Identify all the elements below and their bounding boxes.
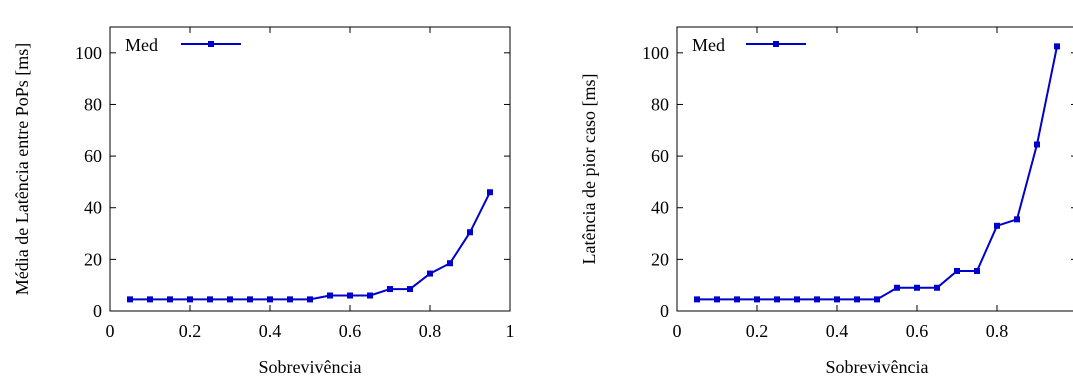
- x-tick-label: 0.4: [826, 321, 849, 341]
- series-layer: [694, 43, 1060, 303]
- data-point: [874, 296, 880, 303]
- data-point: [487, 189, 493, 196]
- data-point: [147, 296, 153, 303]
- x-tick-label: 0: [106, 321, 115, 341]
- data-point: [734, 296, 740, 303]
- y-tick-label: 100: [642, 43, 669, 63]
- y-axis-label: Latência de pior caso [ms]: [579, 74, 599, 265]
- data-point: [207, 296, 213, 303]
- y-tick-label: 20: [84, 249, 102, 269]
- data-point: [694, 296, 700, 303]
- y-tick-label: 0: [93, 301, 102, 321]
- series-layer: [127, 189, 493, 303]
- data-point: [954, 267, 960, 274]
- data-point: [1054, 43, 1060, 50]
- data-point: [774, 296, 780, 303]
- plot-frame: [109, 26, 511, 312]
- data-point: [834, 296, 840, 303]
- data-point: [267, 296, 273, 303]
- data-point: [1034, 141, 1040, 148]
- legend-label-med: Med: [692, 35, 725, 55]
- legend-marker-med: [773, 41, 779, 47]
- data-point: [127, 296, 133, 303]
- x-tick-label: 0.8: [419, 321, 442, 341]
- data-point: [994, 222, 1000, 229]
- data-point: [287, 296, 293, 303]
- y-axis-label: Média de Latência entre PoPs [ms]: [12, 43, 32, 295]
- y-tick-label: 20: [651, 249, 669, 269]
- legend-marker-med: [208, 41, 214, 47]
- data-point: [914, 284, 920, 291]
- x-tick-label: 0.4: [259, 321, 282, 341]
- data-point: [387, 286, 393, 293]
- x-tick-label: 0.6: [906, 321, 929, 341]
- data-point: [854, 296, 860, 303]
- y-tick-label: 40: [651, 198, 669, 218]
- data-point: [187, 296, 193, 303]
- data-point: [794, 296, 800, 303]
- y-tick-label: 60: [651, 146, 669, 166]
- data-point: [754, 296, 760, 303]
- x-axis-label: Sobrevivência: [259, 357, 362, 377]
- data-point: [167, 296, 173, 303]
- data-point: [427, 270, 433, 277]
- data-point: [367, 292, 373, 299]
- y-tick-label: 0: [660, 301, 669, 321]
- y-tick-label: 60: [84, 146, 102, 166]
- data-point: [714, 296, 720, 303]
- series-line-med: [130, 191, 491, 301]
- data-point: [247, 296, 253, 303]
- legend-label-med: Med: [125, 35, 158, 55]
- data-point: [327, 292, 333, 299]
- y-tick-label: 80: [651, 94, 669, 114]
- data-point: [467, 229, 473, 236]
- x-tick-label: 0.8: [986, 321, 1009, 341]
- data-point: [407, 286, 413, 293]
- data-point: [894, 284, 900, 291]
- series-line-med: [697, 46, 1058, 301]
- y-tick-label: 100: [75, 43, 102, 63]
- legend: Med: [125, 35, 241, 55]
- x-tick-label: 0.6: [339, 321, 362, 341]
- x-tick-label: 1: [506, 321, 515, 341]
- legend: Med: [692, 35, 806, 55]
- x-axis-ticks: 0 0.2 0.4 0.6 0.8 1: [106, 27, 515, 341]
- x-axis-label: Sobrevivência: [826, 357, 929, 377]
- data-point: [934, 284, 940, 291]
- plot-frame: [676, 26, 1073, 312]
- y-axis-ticks: 0 20 40 60 80 100: [642, 43, 1073, 321]
- data-point: [307, 296, 313, 303]
- y-axis-ticks: 0 20 40 60 80 100: [75, 43, 510, 321]
- data-point: [227, 296, 233, 303]
- x-tick-label: 0.2: [746, 321, 769, 341]
- chart-left: 0 0.2 0.4 0.6 0.8 1 0 20 40 60 80 100 Sobrevivênci…: [12, 26, 515, 377]
- x-tick-label: 0.2: [179, 321, 202, 341]
- y-tick-label: 80: [84, 94, 102, 114]
- data-point: [447, 260, 453, 267]
- x-tick-label: 0: [673, 321, 682, 341]
- x-axis-ticks: 00.20.40.60.81: [673, 27, 1073, 341]
- data-point: [1014, 216, 1020, 223]
- data-point: [814, 296, 820, 303]
- data-point: [974, 267, 980, 274]
- y-tick-label: 40: [84, 198, 102, 218]
- data-point: [347, 292, 353, 299]
